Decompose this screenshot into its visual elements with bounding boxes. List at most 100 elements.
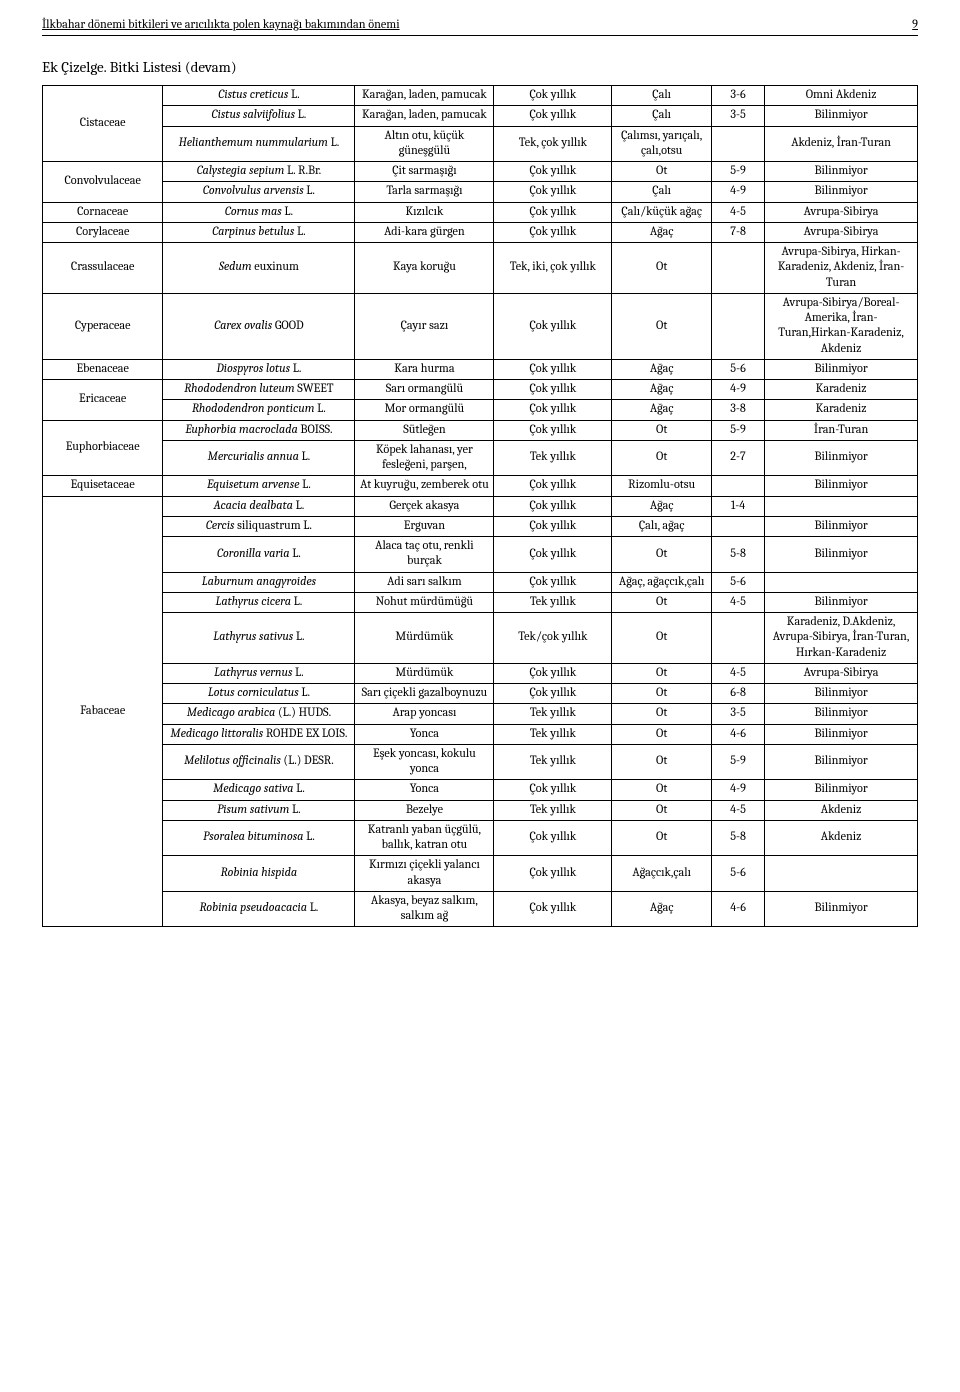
species-cell: Rhododendron ponticum L. bbox=[163, 400, 355, 420]
species-cell: Lathyrus vernus L. bbox=[163, 663, 355, 683]
common-name-cell: Kaya koruğu bbox=[355, 243, 494, 294]
region-cell: Bilinmiyor bbox=[765, 440, 918, 476]
species-cell: Equisetum arvense L. bbox=[163, 476, 355, 496]
table-row: Mercurialis annua L.Köpek lahanası, yer … bbox=[43, 440, 918, 476]
table-row: Cercis siliquastrum L.ErguvanÇok yıllıkÇ… bbox=[43, 516, 918, 536]
common-name-cell: Karağan, laden, pamucak bbox=[355, 106, 494, 126]
region-cell: Avrupa-Sibirya bbox=[765, 663, 918, 683]
common-name-cell: Sarı çiçekli gazalboynuzu bbox=[355, 684, 494, 704]
habit-cell: Çalımsı, yarıçalı, çalı,otsu bbox=[612, 126, 712, 162]
section-title: Ek Çizelge. Bitki Listesi (devam) bbox=[42, 58, 918, 77]
table-row: Medicago sativa L.YoncaÇok yıllıkOt4-9Bi… bbox=[43, 780, 918, 800]
table-row: EricaceaeRhododendron luteum SWEETSarı o… bbox=[43, 380, 918, 400]
family-cell: Fabaceae bbox=[43, 496, 163, 927]
period-cell: 5-9 bbox=[711, 162, 764, 182]
region-cell: Avrupa-Sibirya, Hirkan-Karadeniz, Akdeni… bbox=[765, 243, 918, 294]
region-cell bbox=[765, 856, 918, 892]
region-cell: Bilinmiyor bbox=[765, 592, 918, 612]
table-row: Lotus corniculatus L.Sarı çiçekli gazalb… bbox=[43, 684, 918, 704]
period-cell: 4-5 bbox=[711, 592, 764, 612]
species-cell: Melilotus officinalis (L.) DESR. bbox=[163, 744, 355, 780]
family-cell: Euphorbiaceae bbox=[43, 420, 163, 476]
period-cell: 5-8 bbox=[711, 820, 764, 856]
period-cell: 3-8 bbox=[711, 400, 764, 420]
region-cell: Akdeniz bbox=[765, 820, 918, 856]
life-cycle-cell: Tek yıllık bbox=[494, 592, 612, 612]
habit-cell: Ağaçcık,çalı bbox=[612, 856, 712, 892]
region-cell: Bilinmiyor bbox=[765, 744, 918, 780]
page-number: 9 bbox=[912, 18, 918, 33]
period-cell: 5-8 bbox=[711, 537, 764, 573]
common-name-cell: Bezelye bbox=[355, 800, 494, 820]
species-cell: Psoralea bituminosa L. bbox=[163, 820, 355, 856]
period-cell bbox=[711, 516, 764, 536]
life-cycle-cell: Tek, iki, çok yıllık bbox=[494, 243, 612, 294]
region-cell bbox=[765, 572, 918, 592]
habit-cell: Ağaç bbox=[612, 891, 712, 927]
habit-cell: Ot bbox=[612, 613, 712, 664]
habit-cell: Ot bbox=[612, 293, 712, 359]
region-cell: Avrupa-Sibirya bbox=[765, 202, 918, 222]
habit-cell: Çalı/küçük ağaç bbox=[612, 202, 712, 222]
habit-cell: Ot bbox=[612, 592, 712, 612]
table-row: FabaceaeAcacia dealbata L.Gerçek akasyaÇ… bbox=[43, 496, 918, 516]
common-name-cell: Yonca bbox=[355, 724, 494, 744]
species-cell: Carex ovalis GOOD bbox=[163, 293, 355, 359]
table-row: Medicago arabica (L.) HUDS.Arap yoncasıT… bbox=[43, 704, 918, 724]
table-row: CorylaceaeCarpinus betulus L.Adi-kara gü… bbox=[43, 222, 918, 242]
species-cell: Cistus salviifolius L. bbox=[163, 106, 355, 126]
period-cell: 4-5 bbox=[711, 800, 764, 820]
habit-cell: Ot bbox=[612, 704, 712, 724]
life-cycle-cell: Çok yıllık bbox=[494, 572, 612, 592]
table-row: Medicago littoralis ROHDE EX LOIS.YoncaT… bbox=[43, 724, 918, 744]
region-cell: Bilinmiyor bbox=[765, 162, 918, 182]
common-name-cell: Eşek yoncası, kokulu yonca bbox=[355, 744, 494, 780]
life-cycle-cell: Çok yıllık bbox=[494, 400, 612, 420]
common-name-cell: Kızılcık bbox=[355, 202, 494, 222]
table-row: Convolvulus arvensis L.Tarla sarmaşığıÇo… bbox=[43, 182, 918, 202]
life-cycle-cell: Tek/çok yıllık bbox=[494, 613, 612, 664]
family-cell: Ebenaceae bbox=[43, 359, 163, 379]
species-cell: Robinia pseudoacacia L. bbox=[163, 891, 355, 927]
region-cell bbox=[765, 496, 918, 516]
period-cell: 5-9 bbox=[711, 420, 764, 440]
habit-cell: Ot bbox=[612, 684, 712, 704]
region-cell: Bilinmiyor bbox=[765, 476, 918, 496]
species-cell: Lotus corniculatus L. bbox=[163, 684, 355, 704]
common-name-cell: Kara hurma bbox=[355, 359, 494, 379]
life-cycle-cell: Çok yıllık bbox=[494, 293, 612, 359]
common-name-cell: At kuyruğu, zemberek otu bbox=[355, 476, 494, 496]
common-name-cell: Gerçek akasya bbox=[355, 496, 494, 516]
table-row: Robinia pseudoacacia L.Akasya, beyaz sal… bbox=[43, 891, 918, 927]
region-cell: Bilinmiyor bbox=[765, 182, 918, 202]
life-cycle-cell: Çok yıllık bbox=[494, 516, 612, 536]
table-row: Helianthemum nummularium L.Altın otu, kü… bbox=[43, 126, 918, 162]
species-cell: Cistus creticus L. bbox=[163, 86, 355, 106]
family-cell: Cornaceae bbox=[43, 202, 163, 222]
common-name-cell: Yonca bbox=[355, 780, 494, 800]
species-cell: Coronilla varia L. bbox=[163, 537, 355, 573]
habit-cell: Ot bbox=[612, 440, 712, 476]
period-cell bbox=[711, 476, 764, 496]
table-row: Lathyrus vernus L.MürdümükÇok yıllıkOt4-… bbox=[43, 663, 918, 683]
table-row: Rhododendron ponticum L.Mor ormangülüÇok… bbox=[43, 400, 918, 420]
species-cell: Pisum sativum L. bbox=[163, 800, 355, 820]
species-cell: Euphorbia macroclada BOISS. bbox=[163, 420, 355, 440]
habit-cell: Rizomlu-otsu bbox=[612, 476, 712, 496]
family-cell: Cyperaceae bbox=[43, 293, 163, 359]
family-cell: Crassulaceae bbox=[43, 243, 163, 294]
common-name-cell: Mor ormangülü bbox=[355, 400, 494, 420]
period-cell: 3-5 bbox=[711, 704, 764, 724]
species-cell: Acacia dealbata L. bbox=[163, 496, 355, 516]
life-cycle-cell: Tek, çok yıllık bbox=[494, 126, 612, 162]
common-name-cell: Sarı ormangülü bbox=[355, 380, 494, 400]
table-row: Melilotus officinalis (L.) DESR.Eşek yon… bbox=[43, 744, 918, 780]
region-cell: Karadeniz bbox=[765, 400, 918, 420]
common-name-cell: Adi-kara gürgen bbox=[355, 222, 494, 242]
table-row: Cistus salviifolius L.Karağan, laden, pa… bbox=[43, 106, 918, 126]
life-cycle-cell: Çok yıllık bbox=[494, 780, 612, 800]
period-cell: 5-6 bbox=[711, 856, 764, 892]
region-cell: Omni Akdeniz bbox=[765, 86, 918, 106]
region-cell: Bilinmiyor bbox=[765, 684, 918, 704]
family-cell: Equisetaceae bbox=[43, 476, 163, 496]
